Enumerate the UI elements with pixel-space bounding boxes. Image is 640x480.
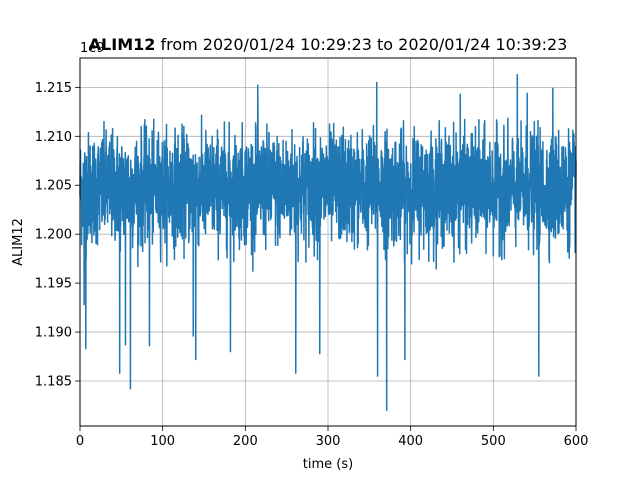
x-tick-label: 300 <box>316 434 341 449</box>
y-tick-label: 1.215 <box>35 81 72 96</box>
y-tick-label: 1.200 <box>35 228 72 243</box>
x-tick-label: 0 <box>76 434 84 449</box>
y-offset-label: 1e9 <box>80 41 105 56</box>
chart-title: ALIM12 from 2020/01/24 10:29:23 to 2020/… <box>89 35 568 54</box>
y-tick-label: 1.185 <box>35 374 72 389</box>
y-tick-label: 1.205 <box>35 179 72 194</box>
y-tick-label: 1.195 <box>35 277 72 292</box>
y-axis-label: ALIM12 <box>11 218 26 266</box>
x-tick-label: 200 <box>233 434 258 449</box>
x-tick-label: 100 <box>150 434 175 449</box>
x-tick-label: 600 <box>564 434 589 449</box>
x-tick-label: 500 <box>481 434 506 449</box>
plot-area <box>79 73 577 412</box>
plot-frame <box>79 57 577 427</box>
chart-title-range: from 2020/01/24 10:29:23 to 2020/01/24 1… <box>155 35 567 54</box>
chart-title-series: ALIM12 <box>89 35 156 54</box>
x-tick-label: 400 <box>398 434 423 449</box>
y-tick-label: 1.190 <box>35 326 72 341</box>
series-line <box>79 73 577 412</box>
y-tick-label: 1.210 <box>35 130 72 145</box>
axis-ticks: 0 100 200 300 400 500 600 1.185 1.190 1.195 1.200 1… <box>35 81 589 449</box>
x-axis-label: time (s) <box>303 457 353 472</box>
